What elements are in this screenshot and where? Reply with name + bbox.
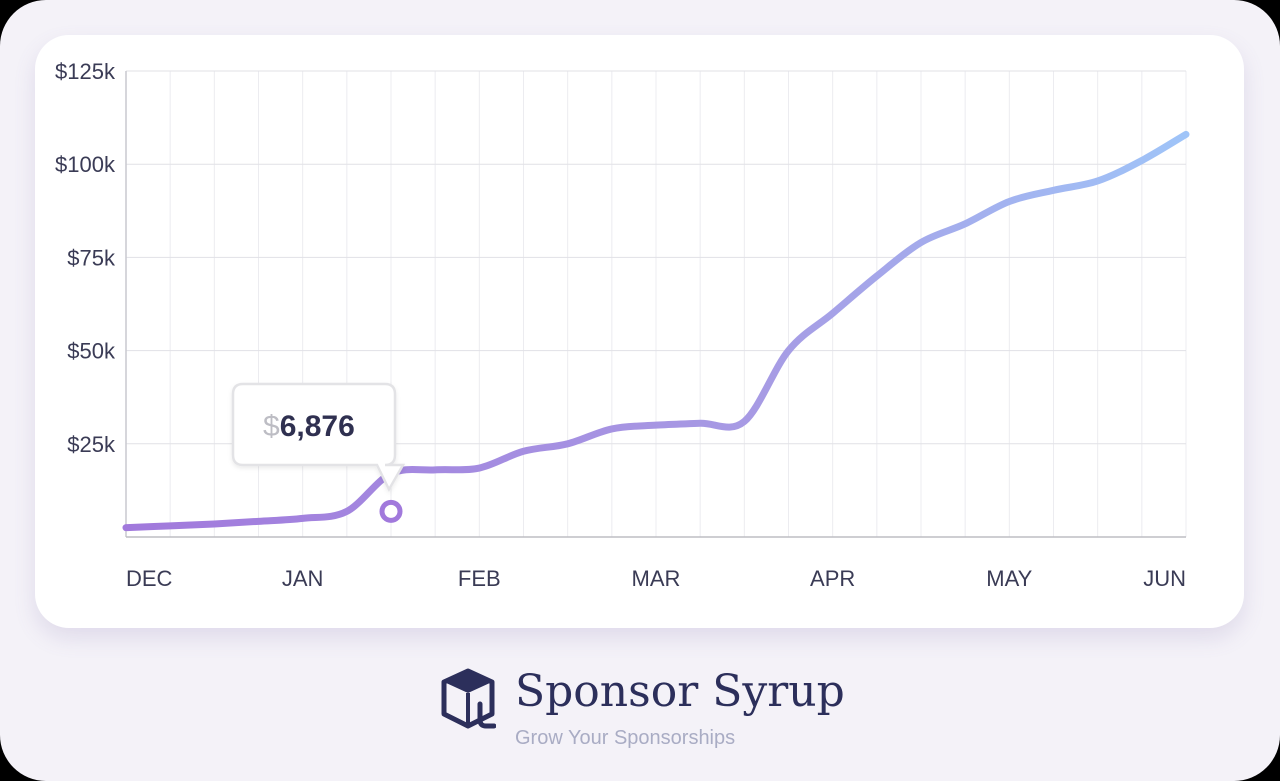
- brand-logo: Sponsor Syrup Grow Your Sponsorships: [440, 664, 860, 754]
- y-tick-label: $50k: [67, 339, 116, 364]
- y-tick-label: $125k: [55, 59, 116, 84]
- value-tooltip: $6,876: [231, 382, 406, 493]
- x-tick-label: DEC: [126, 566, 173, 591]
- x-tick-label: MAY: [986, 566, 1032, 591]
- revenue-chart: $25k $50k $75k $100k $125k DEC JAN FEB MAR APR MA…: [55, 59, 1190, 591]
- y-axis-ticks: $25k $50k $75k $100k $125k: [55, 59, 116, 457]
- syrup-box-icon: [441, 668, 496, 729]
- tooltip-bubble: [231, 382, 406, 493]
- y-tick-label: $25k: [67, 432, 116, 457]
- x-axis-ticks: DEC JAN FEB MAR APR MAY JUN: [126, 566, 1186, 591]
- y-tick-label: $75k: [67, 245, 116, 270]
- tooltip-label: $6,876: [263, 410, 355, 443]
- x-tick-label: FEB: [458, 566, 501, 591]
- x-tick-label: JUN: [1143, 566, 1186, 591]
- x-tick-label: MAR: [632, 566, 681, 591]
- grid: [125, 70, 1187, 538]
- brand-tagline: Grow Your Sponsorships: [515, 727, 736, 749]
- highlight-point[interactable]: [379, 499, 403, 523]
- y-tick-label: $100k: [55, 152, 116, 177]
- series-line: [122, 130, 1190, 532]
- chart-card: $25k $50k $75k $100k $125k DEC JAN FEB MAR APR MA…: [35, 35, 1244, 628]
- tooltip-currency: $: [263, 410, 280, 443]
- series-line-layer: [122, 130, 1190, 532]
- x-tick-label: APR: [810, 566, 855, 591]
- brand-name: Sponsor Syrup: [515, 666, 845, 717]
- tooltip-amount: 6,876: [280, 410, 355, 443]
- x-tick-label: JAN: [282, 566, 324, 591]
